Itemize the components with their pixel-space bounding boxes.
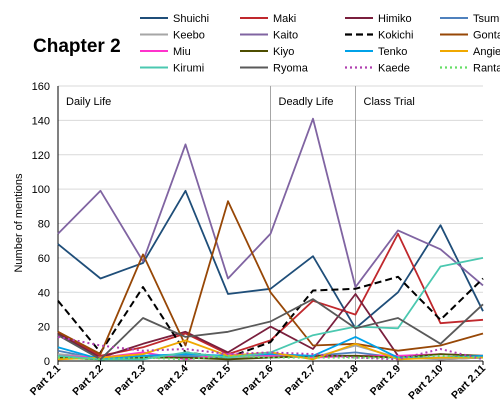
legend-label: Kaede [378,63,410,75]
y-axis: 0 20 40 60 80 100 120 140 160 [32,81,50,368]
legend-label: Himiko [378,13,412,25]
y-tick-label: 160 [32,81,50,93]
y-axis-label: Number of mentions [13,173,25,273]
series-line-shuichi [57,189,484,330]
y-tick-label: 0 [44,356,50,368]
y-tick-label: 140 [32,115,50,127]
legend-label: Tsumugi [473,13,500,25]
legend: Shuichi Maki Himiko Tsumugi Keebo Kaito Kokich… [140,13,500,75]
series-line-kirumi [57,257,484,361]
chart-title: Chapter 2 [33,36,121,57]
legend-label: Angie [473,46,500,58]
series-line-kaito [57,117,484,289]
section-label: Class Trial [364,96,415,108]
series-line-rantaro [57,354,484,361]
section-label: Daily Life [66,96,111,108]
legend-label: Tenko [378,46,407,58]
series-line-ryoma [57,298,484,361]
legend-label: Gonta [473,30,500,42]
y-tick-label: 20 [38,322,50,334]
y-tick-label: 40 [38,287,50,299]
y-tick-label: 100 [32,184,50,196]
series-line-kaede [57,335,484,361]
legend-label: Ryoma [273,63,309,75]
legend-label: Shuichi [173,13,209,25]
legend-label: Kaito [273,30,298,42]
series-lines [57,117,484,361]
legend-label: Maki [273,13,296,25]
legend-label: Miu [173,46,191,58]
y-tick-label: 60 [38,253,50,265]
legend-label: Kokichi [378,30,413,42]
section-label: Deadly Life [279,96,334,108]
series-line-kokichi [57,275,484,359]
legend-label: Keebo [173,30,205,42]
series-line-gonta [57,200,484,356]
series-line-maki [57,232,484,357]
y-tick-label: 120 [32,150,50,162]
series-line-tenko [57,335,484,361]
y-tick-label: 80 [38,219,50,231]
legend-label: Rantaro [473,63,500,75]
legend-label: Kiyo [273,46,294,58]
legend-label: Kirumi [173,63,204,75]
